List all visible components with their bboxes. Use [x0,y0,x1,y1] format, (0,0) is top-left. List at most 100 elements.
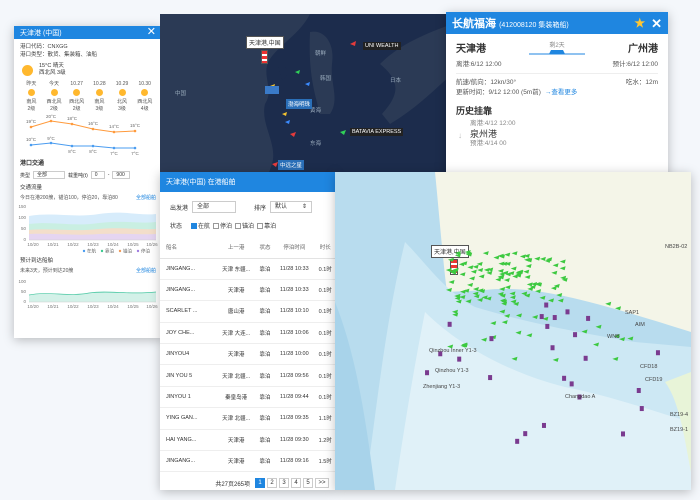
table-row[interactable]: JINYOU4 天津港 靠泊 11/28 10:00 0.1时 [160,343,335,366]
ship-label[interactable]: 中远之星 [278,160,305,170]
anchor-marker-icon[interactable] [569,381,574,387]
table-row[interactable]: YING GAN... 天津 北疆... 靠泊 11/28 09:35 1.1时 [160,407,335,430]
ship-marker-icon[interactable] [510,266,517,271]
ship-marker-icon[interactable] [497,253,504,258]
ship-marker-icon[interactable] [454,294,461,299]
ship-marker-icon[interactable] [515,273,522,278]
table-row[interactable]: JINGANG... 天津港 靠泊 11/28 09:16 1.5时 [160,450,335,473]
type-select[interactable]: 全部 [33,171,66,179]
ship-marker-icon[interactable] [503,278,510,283]
ship-marker-icon[interactable] [526,333,533,338]
port-detail-map[interactable]: 天津港,中国 Changdao A Qinzhou Inner Y1-3 Qin… [335,172,691,490]
ship-marker-icon[interactable] [529,284,536,289]
ship-marker-icon[interactable] [535,289,542,294]
ship-marker-icon[interactable] [525,264,532,269]
ship-marker-icon[interactable] [480,337,487,342]
anchor-marker-icon[interactable] [541,422,546,428]
ship-marker-icon[interactable] [447,257,454,262]
ship-marker-icon[interactable] [531,315,538,320]
status-checkbox[interactable]: 停泊 [213,221,232,230]
arrival-ships-link[interactable]: 全部船舶 [135,268,156,274]
anchor-marker-icon[interactable] [583,355,588,361]
ship-marker-icon[interactable] [465,299,472,304]
ship-marker-icon[interactable] [448,280,455,285]
port-marker-icon[interactable] [450,259,458,275]
ship-marker-icon[interactable] [605,301,612,306]
ship-marker-icon[interactable] [461,261,468,266]
anchor-marker-icon[interactable] [655,350,660,356]
ship-marker-icon[interactable] [612,356,619,361]
ship-marker-icon[interactable] [523,269,530,274]
anchor-marker-icon[interactable] [565,309,570,315]
ship-marker-icon[interactable] [516,269,523,274]
ship-marker-icon[interactable] [548,298,555,303]
favorite-star-icon[interactable]: ★ [634,16,646,30]
table-row[interactable]: JINYOU 1 秦皇岛港 靠泊 11/28 09:44 0.1时 [160,386,335,409]
ship-marker-icon[interactable] [581,329,588,334]
anchor-marker-icon[interactable] [586,315,591,321]
anchor-marker-icon[interactable] [523,431,528,437]
ship-marker-icon[interactable] [478,274,485,279]
ship-marker-icon[interactable] [461,342,468,347]
ship-marker-icon[interactable] [510,299,517,304]
ship-marker-icon[interactable] [481,295,488,300]
table-row[interactable]: JINGANG... 天津 东疆... 靠泊 11/28 10:33 0.1时 [160,258,335,280]
ship-marker-icon[interactable] [511,356,518,361]
ship-marker-icon[interactable] [497,268,504,273]
anchor-marker-icon[interactable] [621,431,626,437]
ship-marker-icon[interactable] [493,255,500,260]
column-header[interactable]: 上一港 [215,236,257,259]
ship-marker-icon[interactable] [515,313,522,318]
anchor-marker-icon[interactable] [539,314,544,320]
ship-label[interactable]: BATAVIA EXPRESS [350,128,404,136]
table-row[interactable]: HAI YANG... 天津港 靠泊 11/28 09:30 1.2时 [160,429,335,452]
ship-marker-icon[interactable] [615,306,622,311]
ship-marker-icon[interactable] [526,258,533,263]
ship-marker-icon[interactable] [452,309,459,314]
ship-marker-icon[interactable] [513,301,520,306]
next-pages-button[interactable]: >> [315,478,329,489]
ship-marker-icon[interactable] [551,270,558,275]
anchor-marker-icon[interactable] [544,302,549,308]
column-header[interactable]: 状态 [256,236,274,259]
anchor-marker-icon[interactable] [515,438,520,444]
view-more-link[interactable]: →查看更多 [544,89,578,96]
table-row[interactable]: JINGANG... 天津港 靠泊 11/28 10:33 0.1时 [160,279,335,302]
anchor-marker-icon[interactable] [636,387,641,393]
ship-marker-icon[interactable] [469,276,476,281]
ship-marker-icon[interactable] [459,294,466,299]
ship-marker-icon[interactable] [490,321,497,326]
ship-marker-icon[interactable] [446,287,453,292]
all-ships-link[interactable]: 全部船舶 [135,195,156,201]
ship-marker-icon[interactable] [454,253,461,258]
anchor-marker-icon[interactable] [573,332,578,338]
tonnage-max-input[interactable]: 900 [112,171,131,179]
ship-marker-icon[interactable] [445,267,452,272]
history-port[interactable]: 泉州港 [470,129,498,139]
ship-marker-icon[interactable] [534,256,541,261]
ship-label[interactable]: 渤海明珠 [286,99,313,109]
ship-marker-icon[interactable] [495,277,502,282]
ship-marker-icon[interactable] [550,286,557,291]
ship-marker-icon[interactable] [470,269,477,274]
page-button[interactable]: 2 [267,478,277,489]
ship-marker-icon[interactable] [473,294,480,299]
ship-marker-icon[interactable] [499,286,506,291]
ship-marker-icon[interactable] [524,274,531,279]
ship-marker-icon[interactable] [499,293,506,298]
ship-marker-icon[interactable] [463,288,470,293]
column-header[interactable]: 时长 [315,236,335,259]
ship-marker-icon[interactable] [593,342,600,347]
ship-marker-icon[interactable] [501,301,508,306]
ship-marker-icon[interactable] [499,309,506,314]
overview-map[interactable]: 朝鲜 韩国 中国 日本 东海 黄海 天津港,中国 UNI WEALTH BATA… [160,14,452,184]
ship-marker-icon[interactable] [482,251,489,256]
anchor-marker-icon[interactable] [577,394,582,400]
anchor-marker-icon[interactable] [438,351,443,357]
ship-marker-icon[interactable] [521,291,528,296]
ship-marker-icon[interactable] [515,330,522,335]
ship-marker-icon[interactable] [477,267,484,272]
ship-marker-icon[interactable] [523,253,530,258]
column-header[interactable]: 停泊时间 [273,236,316,259]
ship-marker-icon[interactable] [472,286,479,291]
